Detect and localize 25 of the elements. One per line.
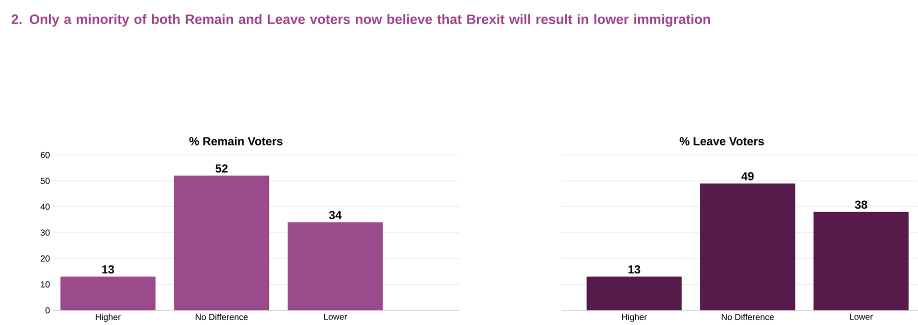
chart-title: 2. Only a minority of both Remain and Leave voters now believe that Brexit will result in lower immigration [12,14,710,27]
y-tick-label: 10 [40,281,50,288]
x-tick-label: Higher [622,314,647,322]
y-tick-label: 0 [46,307,50,314]
data-label: 13 [102,265,114,274]
y-tick-label: 20 [40,255,50,262]
y-tick-label: 60 [40,152,50,158]
bar [60,276,156,310]
y-tick-label: 30 [40,230,50,236]
bar [174,176,270,310]
data-label: 49 [741,172,754,180]
chart-subtitle: % Remain Voters [189,136,282,146]
x-tick-label: Higher [96,314,121,322]
data-label: 38 [854,200,868,209]
y-tick-label: 40 [40,204,50,210]
x-tick-label: No Difference [196,314,248,320]
data-label: 52 [216,164,228,173]
x-tick-label: Lower [324,314,347,320]
x-tick-label: Lower [850,314,873,320]
bar [288,222,383,310]
data-label: 34 [329,210,342,220]
chart-title: % Leave Voters [680,137,764,146]
y-tick-label: 50 [40,178,50,184]
data-label: 13 [628,265,640,274]
x-tick-label: No Difference [722,314,774,320]
